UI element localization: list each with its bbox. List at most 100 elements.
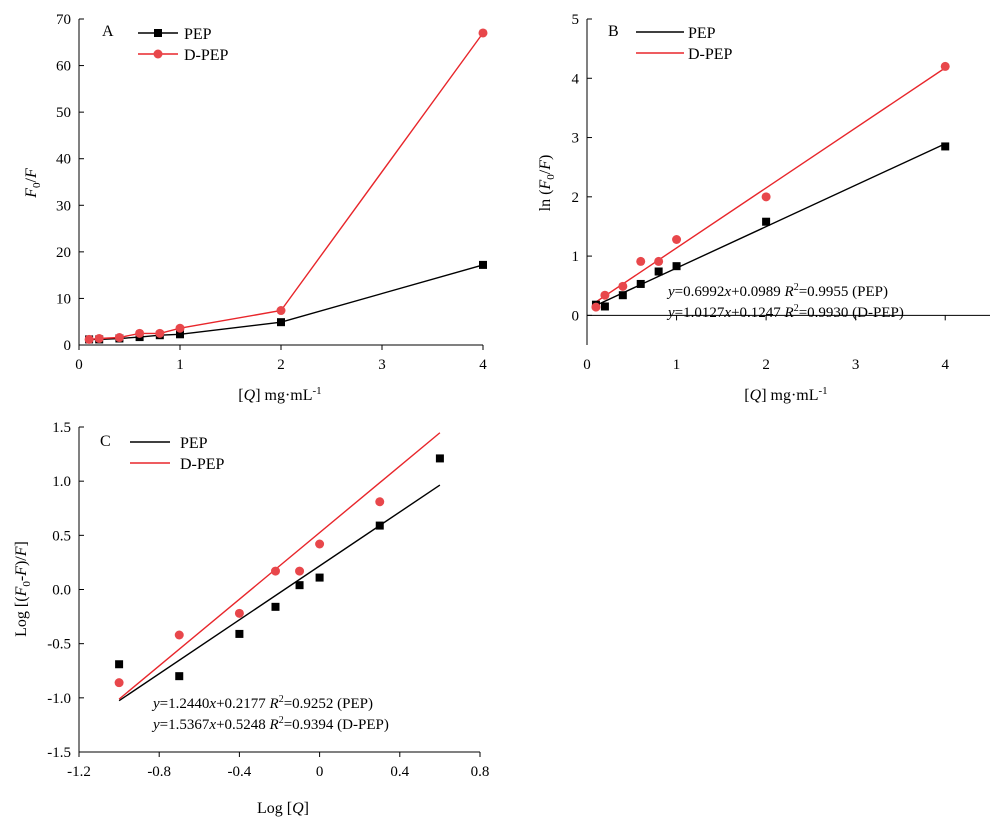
legend-pep-label: PEP — [688, 25, 716, 42]
panel-c-x-axis-label: Log [Q] — [257, 800, 309, 817]
point-dpep — [672, 234, 682, 244]
panel-b-letter: B — [608, 23, 619, 40]
panel-b-fit-lines — [595, 67, 946, 306]
point-dpep — [654, 256, 664, 266]
point-pep — [295, 581, 304, 590]
panel-a-legend: PEP D-PEP — [138, 26, 229, 64]
x-tick-label: 1 — [176, 357, 184, 373]
x-tick-label: 0 — [75, 357, 83, 373]
point-dpep — [175, 323, 185, 333]
panel-a-y-axis-label: F0/F — [23, 168, 43, 199]
y-tick-label: 40 — [56, 152, 71, 168]
point-dpep — [174, 630, 184, 640]
point-dpep — [276, 306, 286, 316]
legend-dpep-label: D-PEP — [184, 47, 229, 64]
series-line-pep — [89, 264, 484, 341]
panel-b-y-ticks: 0 1 2 3 4 5 — [572, 12, 592, 324]
point-pep — [762, 217, 771, 226]
x-tick-label: -0.8 — [147, 764, 171, 780]
panel-c-y-ticks: -1.5 -1.0 -0.5 0.0 0.5 1.0 1.5 — [47, 420, 84, 761]
y-tick-label: 20 — [56, 245, 71, 261]
x-tick-label: 0.4 — [390, 764, 409, 780]
point-pep — [235, 629, 244, 638]
y-tick-label: -1.5 — [47, 745, 71, 761]
y-tick-label: 5 — [572, 12, 580, 28]
legend-pep-label: PEP — [180, 435, 208, 452]
panel-b-legend: PEP D-PEP — [636, 25, 733, 63]
y-tick-label: 0.5 — [52, 528, 71, 544]
x-tick-label: -1.2 — [67, 764, 91, 780]
panel-b-x-axis-label: [Q] mg·mL-1 — [744, 385, 827, 404]
point-pep — [941, 142, 950, 151]
panel-b-x-ticks: 0 1 2 3 4 — [583, 315, 949, 373]
panel-c-data-points — [114, 454, 444, 688]
x-tick-label: 3 — [852, 357, 860, 373]
panel-a-data-points — [84, 28, 488, 344]
point-dpep — [375, 497, 385, 507]
x-tick-label: 4 — [941, 357, 949, 373]
point-pep — [175, 672, 184, 681]
panel-c-letter: C — [100, 433, 111, 450]
y-tick-label: 2 — [572, 190, 580, 206]
legend-pep-label: PEP — [184, 26, 212, 43]
panel-b: 0 1 2 3 4 0 1 2 3 4 5 B PEP D-PEP y=0.6992x+0.098… — [537, 12, 990, 404]
y-tick-label: -0.5 — [47, 637, 71, 653]
point-dpep — [618, 281, 628, 291]
point-pep — [271, 602, 280, 611]
point-pep — [435, 454, 444, 463]
panel-c-fit-lines — [118, 432, 441, 702]
panel-c-y-axis-label: Log [(F0-F)/F] — [13, 541, 33, 637]
panel-a-x-ticks: 0 1 2 3 4 — [75, 345, 487, 373]
legend-dpep-label: D-PEP — [180, 456, 225, 473]
y-tick-label: 3 — [572, 131, 580, 147]
panel-a: 0 1 2 3 4 0 10 20 30 40 50 60 70 A PEP D-PEP F0/F [… — [23, 12, 488, 404]
panel-a-x-axis-label: [Q] mg·mL-1 — [238, 385, 321, 404]
series-line-dpep — [89, 32, 484, 341]
panel-a-letter: A — [102, 23, 114, 40]
y-tick-label: 0 — [572, 308, 580, 324]
fit-line-dpep — [595, 67, 946, 303]
point-dpep — [295, 566, 305, 576]
y-tick-label: 70 — [56, 12, 71, 28]
point-pep — [315, 573, 324, 582]
point-dpep — [155, 328, 165, 338]
point-pep — [479, 260, 487, 269]
point-dpep — [478, 28, 488, 38]
point-dpep — [315, 539, 325, 549]
x-tick-label: 0.8 — [471, 764, 490, 780]
point-dpep — [114, 333, 124, 343]
panel-c-equation-dpep: y=1.5367x+0.5248 R2=0.9394 (D-PEP) — [151, 715, 389, 733]
panel-b-equation-pep: y=0.6992x+0.0989 R2=0.9955 (PEP) — [666, 282, 888, 300]
point-dpep — [234, 608, 244, 618]
point-pep — [277, 318, 285, 327]
point-dpep — [270, 566, 280, 576]
fit-line-pep — [595, 143, 946, 306]
panel-b-y-axis-label: ln (F0/F) — [537, 155, 557, 212]
x-tick-label: 4 — [479, 357, 487, 373]
x-tick-label: 0 — [583, 357, 591, 373]
panel-c-x-ticks: -1.2 -0.8 -0.4 0 0.4 0.8 — [67, 752, 489, 780]
point-pep — [654, 267, 663, 276]
panel-c: -1.2 -0.8 -0.4 0 0.4 0.8 -1.5 -1.0 -0.5 0.0 0.5 1.… — [13, 420, 489, 817]
panel-c-equation-pep: y=1.2440x+0.2177 R2=0.9252 (PEP) — [151, 694, 373, 712]
point-dpep — [94, 333, 104, 343]
legend-pep-marker — [154, 29, 162, 37]
y-tick-label: 0 — [64, 338, 72, 354]
y-tick-label: 50 — [56, 105, 71, 121]
point-dpep — [84, 334, 94, 344]
y-tick-label: 1 — [572, 249, 580, 265]
point-dpep — [940, 61, 950, 71]
panel-c-legend: PEP D-PEP — [130, 435, 225, 473]
point-pep — [600, 302, 609, 311]
y-tick-label: 1.5 — [52, 420, 71, 436]
point-dpep — [761, 192, 771, 202]
legend-dpep-marker — [153, 49, 163, 59]
point-dpep — [600, 290, 610, 300]
x-tick-label: 3 — [378, 357, 386, 373]
y-tick-label: 1.0 — [52, 474, 71, 490]
panel-b-equation-dpep: y=1.0127x+0.1247 R2=0.9930 (D-PEP) — [666, 303, 904, 321]
point-dpep — [114, 678, 124, 688]
point-dpep — [135, 328, 145, 338]
panel-b-axes — [586, 19, 990, 345]
